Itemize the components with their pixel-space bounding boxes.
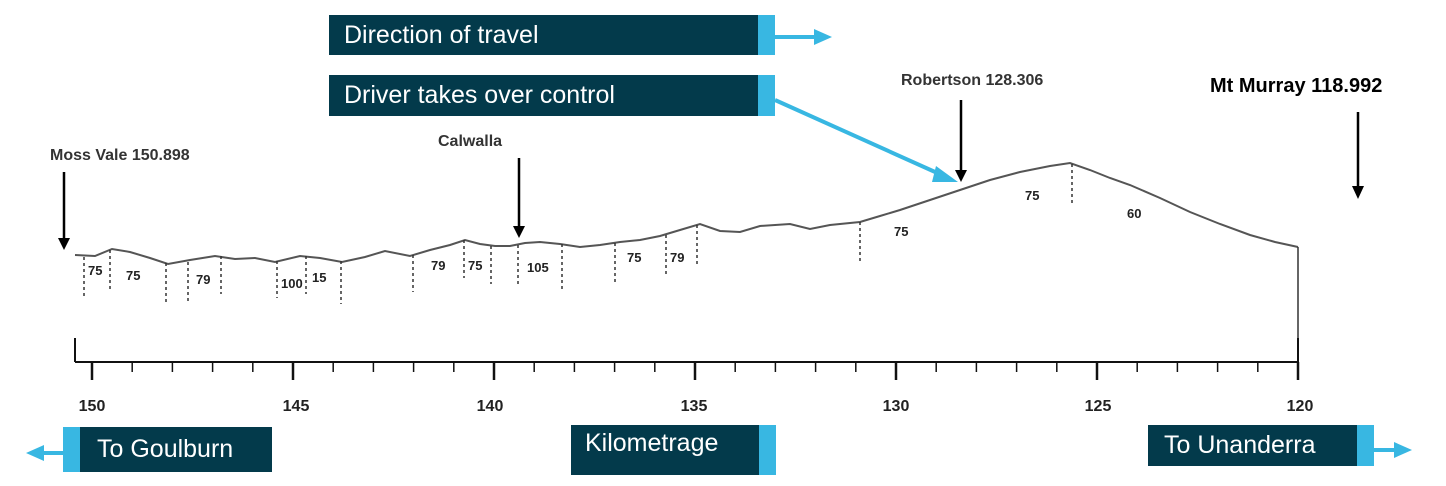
speed-limit: 100 [281,276,303,291]
speed-limit: 75 [627,250,641,265]
accent-bar [759,425,776,475]
station-arrows [58,100,1364,250]
speed-limit: 60 [1127,206,1141,221]
axis-tick-label: 145 [283,398,310,415]
direction-of-travel-text: Direction of travel [344,20,539,49]
axis-tick-label: 135 [681,398,708,415]
station-moss-vale: Moss Vale 150.898 [50,147,190,164]
speed-limit: 75 [88,263,102,278]
accent-bar [758,15,775,55]
arrow-down-icon [513,158,525,238]
arrow-right-icon [1372,442,1412,458]
kilometrage-text: Kilometrage [585,429,719,457]
axis-tick-label: 120 [1287,398,1314,415]
speed-limits: 75 75 79 100 15 79 75 105 75 79 75 75 60 [88,188,1141,291]
elevation-profile-line [74,161,1299,266]
arrow-down-icon [58,172,70,250]
speed-limit: 79 [196,272,210,287]
to-unanderra-label: To Unanderra [1148,425,1374,466]
arrow-right-icon [774,29,832,45]
accent-bar [63,427,80,472]
axis-tick-label: 150 [79,398,106,415]
kilometrage-axis [74,338,1300,380]
to-goulburn-label: To Goulburn [63,427,272,472]
accent-bar [758,75,775,116]
speed-limit: 79 [670,250,684,265]
speed-limit: 75 [894,224,908,239]
to-goulburn-text: To Goulburn [97,435,234,463]
driver-takes-over-label: Driver takes over control [329,75,775,116]
to-unanderra-text: To Unanderra [1164,431,1316,459]
speed-limit: 75 [468,258,482,273]
arrow-down-icon [955,100,967,182]
speed-limit: 75 [1025,188,1039,203]
axis-tick-label: 125 [1085,398,1112,415]
axis-tick-label: 130 [883,398,910,415]
speed-limit: 105 [527,260,549,275]
axis-tick-labels: 150 145 140 135 130 125 120 [79,398,1314,415]
speed-limit: 79 [431,258,445,273]
station-robertson: Robertson 128.306 [901,72,1044,89]
direction-of-travel-label: Direction of travel [329,15,775,55]
station-mt-murray: Mt Murray 118.992 [1210,75,1383,97]
section-dividers [83,164,1073,304]
driver-takes-over-text: Driver takes over control [344,81,615,109]
arrow-down-icon [1352,112,1364,199]
arrow-pointer-icon [774,98,958,182]
axis-tick-label: 140 [477,398,504,415]
speed-limit: 75 [126,268,140,283]
accent-bar [1357,425,1374,466]
kilometrage-label: Kilometrage [571,425,776,475]
speed-limit: 15 [312,270,326,285]
station-calwalla: Calwalla [438,133,503,150]
